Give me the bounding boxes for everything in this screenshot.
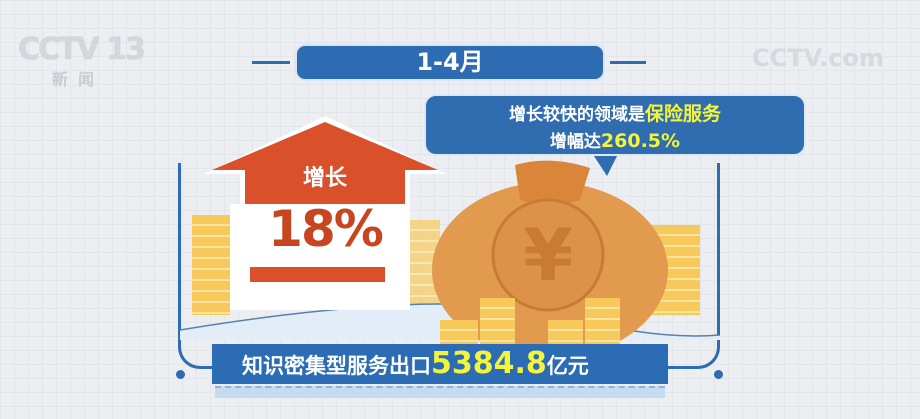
callout-line-2: 增幅达260.5% — [549, 130, 681, 152]
period-label: 1-4月 — [295, 44, 605, 81]
coin-stack — [585, 298, 620, 346]
coin-stack — [548, 320, 583, 346]
coin-stack — [480, 298, 515, 346]
frame-dot-left — [176, 370, 185, 379]
frame-dot-right — [714, 370, 723, 379]
growth-value: 18% — [268, 200, 384, 258]
callout-line-1: 增长较快的领域是保险服务 — [508, 103, 721, 125]
arrow-label: 增长 — [302, 166, 347, 191]
cctv-watermark: CCTV.com — [752, 44, 884, 72]
logo-subtitle: 新闻 — [52, 70, 105, 89]
cctv13-logo: CCTV 13 — [18, 32, 146, 67]
export-banner: 知识密集型服务出口5384.8亿元 — [212, 344, 668, 384]
callout-tail — [590, 150, 620, 176]
banner-dashed-strip — [215, 386, 665, 398]
svg-text:¥: ¥ — [523, 213, 573, 297]
gold-stack — [192, 215, 230, 315]
arrow-underline — [250, 267, 385, 282]
up-arrow — [204, 116, 446, 310]
pill-line-right — [610, 61, 646, 64]
callout-bubble: 增长较快的领域是保险服务 增幅达260.5% — [424, 94, 806, 156]
pill-line-left — [252, 61, 290, 64]
coin-stack — [440, 320, 478, 346]
